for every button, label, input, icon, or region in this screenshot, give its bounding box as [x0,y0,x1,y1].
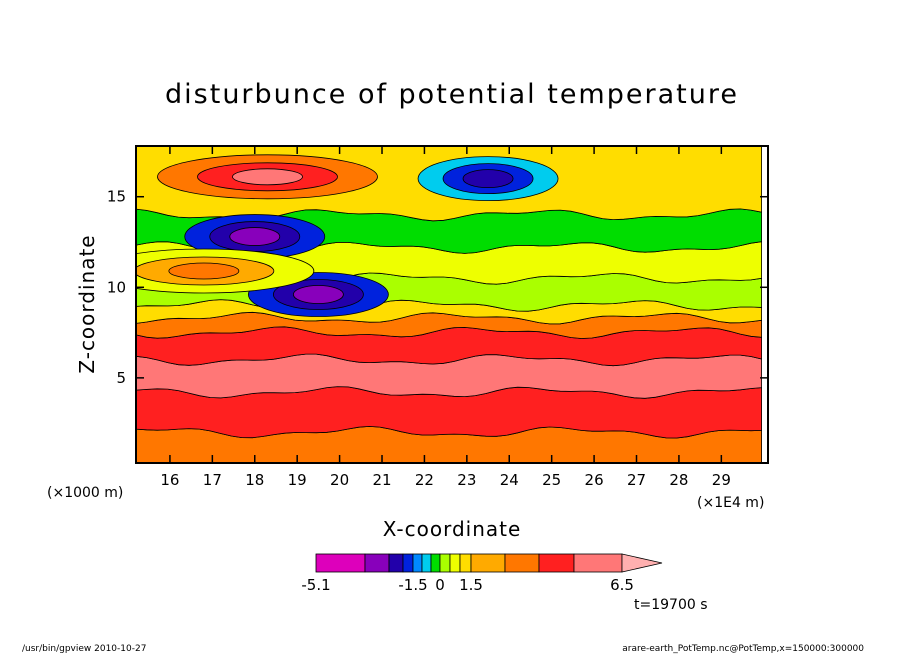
colorbar-swatch [573,553,623,573]
x-axis-ticks: 16 17 18 19 20 21 22 23 24 25 26 27 28 29 [160,146,731,489]
x-axis-label: X-coordinate [383,517,522,541]
time-label: t=19700 s [634,597,708,613]
colorbar-swatch [504,553,540,573]
y-tick-label: 10 [107,278,126,296]
x-tick-label: 18 [245,471,264,489]
colorbar-swatch [459,553,472,573]
colorbar-swatch [439,553,451,573]
x-tick-label: 21 [372,471,391,489]
plot-frame [135,145,769,464]
colorbar-tick-label: -1.5 [398,576,427,594]
y-tick-label: 5 [116,369,126,387]
colorbar-swatch [470,553,506,573]
x-tick-label: 28 [669,471,688,489]
x-tick-label: 27 [627,471,646,489]
contour-feature [168,262,240,280]
colorbar-tick-label: -5.1 [301,576,330,594]
x-tick-label: 25 [542,471,561,489]
chart-title: disturbunce of potential temperature [165,79,739,110]
colorbar-tick-label: 6.5 [610,576,634,594]
contour-features [136,154,559,317]
x-tick-label: 26 [585,471,604,489]
x-tick-label: 23 [457,471,476,489]
x-tick-label: 16 [160,471,179,489]
contour-feature [292,285,344,304]
colorbar-swatch [538,553,575,573]
colorbar-swatch [421,553,432,573]
colorbar-swatch [449,553,461,573]
x-tick-label: 19 [288,471,307,489]
y-axis-label: Z-coordinate [75,234,99,373]
colorbar-tick-label: 0 [435,576,445,594]
x-tick-label: 24 [500,471,519,489]
contour-feature [232,168,303,186]
contour-feature [229,227,281,246]
x-tick-label: 29 [712,471,731,489]
y-tick-label: 15 [107,188,126,206]
colorbar-tick-label: 1.5 [459,576,483,594]
colorbar-swatch [364,553,390,573]
y-unit-label: (×1000 m) [47,485,123,501]
colorbar-extend-arrow [621,553,663,573]
x-tick-label: 17 [203,471,222,489]
colorbar: -5.1 -1.5 0 1.5 6.5 [301,553,663,594]
colorbar-swatch [430,553,441,573]
y-axis-ticks: 5 10 15 [107,188,768,387]
contour-feature [462,169,514,189]
colorbar-swatch [315,553,366,573]
footer-left: /usr/bin/gpview 2010-10-27 [22,644,146,654]
x-unit-label: (×1E4 m) [697,495,764,511]
footer-right: arare-earth_PotTemp.nc@PotTemp,x=150000:… [622,644,864,654]
colorbar-swatch [388,553,404,573]
x-tick-label: 20 [330,471,349,489]
x-tick-label: 22 [415,471,434,489]
colorbar-swatch [412,553,423,573]
colorbar-swatch [402,553,414,573]
